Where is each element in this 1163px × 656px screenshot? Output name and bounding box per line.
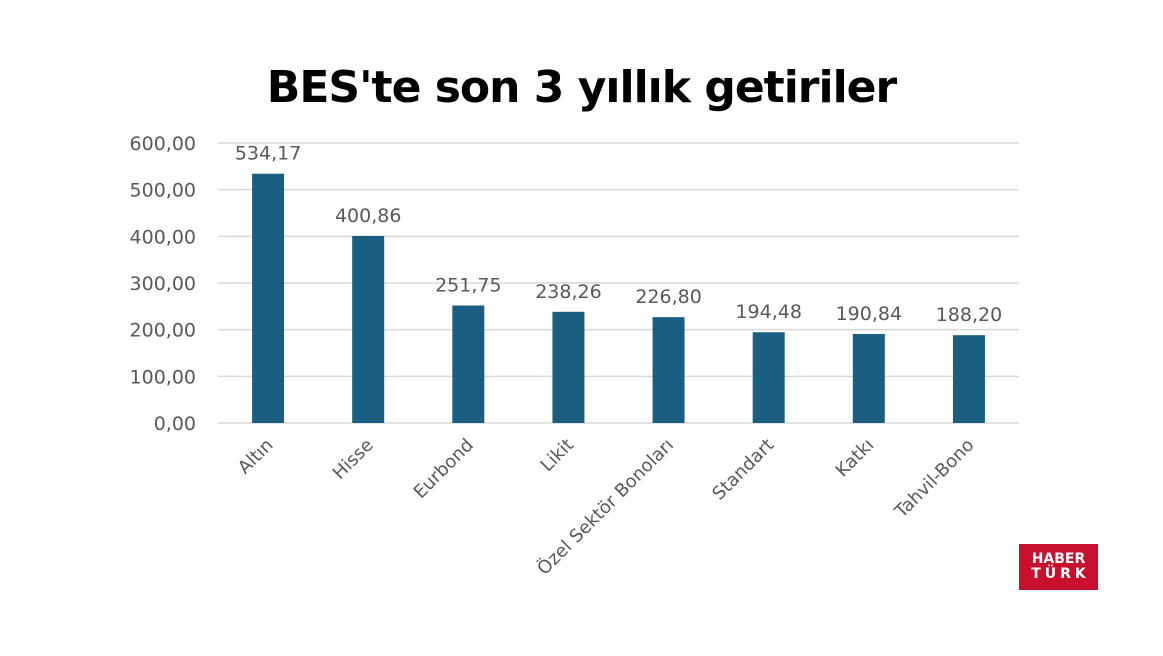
- x-tick-label: Standart: [708, 435, 778, 505]
- bar: [452, 305, 485, 423]
- data-label: 238,26: [535, 281, 601, 303]
- logo-line-1: HABER: [1031, 551, 1086, 567]
- bar: [852, 333, 885, 423]
- data-labels: 534,17 400,86 251,75 238,26 226,80 194,48 190,…: [235, 143, 1002, 326]
- data-label: 400,86: [335, 205, 401, 227]
- x-tick-label: Hisse: [329, 435, 378, 484]
- x-tick-label: Likit: [537, 435, 578, 476]
- data-label: 251,75: [435, 275, 501, 297]
- y-tick-label: 0,00: [154, 413, 196, 435]
- bar: [652, 317, 685, 423]
- chart-title: BES'te son 3 yıllık getiriler: [266, 62, 897, 113]
- x-tick-label: Eurbond: [410, 435, 478, 503]
- bars: [252, 173, 985, 423]
- bar: [552, 311, 585, 423]
- bar: [352, 235, 385, 423]
- bar: [252, 173, 285, 423]
- haberturk-logo: HABER TÜRK: [1019, 544, 1098, 590]
- y-tick-label: 200,00: [130, 320, 196, 342]
- data-label: 226,80: [635, 286, 701, 308]
- y-tick-label: 600,00: [130, 133, 196, 155]
- x-tick-label: Altın: [234, 435, 278, 479]
- y-tick-label: 100,00: [130, 366, 196, 388]
- y-axis-ticks: 0,00 100,00 200,00 300,00 400,00 500,00 600,00: [130, 133, 196, 435]
- grid-layer: [218, 142, 1019, 424]
- data-label: 534,17: [235, 143, 301, 165]
- bar: [952, 335, 985, 423]
- bar: [752, 332, 785, 423]
- x-tick-label: Tahvil-Bono: [890, 435, 978, 523]
- y-tick-label: 400,00: [130, 226, 196, 248]
- logo-line-2: TÜRK: [1031, 566, 1090, 582]
- data-label: 188,20: [936, 304, 1002, 326]
- x-tick-label: Katkı: [832, 435, 879, 482]
- y-tick-label: 300,00: [130, 273, 196, 295]
- y-tick-label: 500,00: [130, 180, 196, 202]
- data-label: 194,48: [735, 301, 801, 323]
- data-label: 190,84: [836, 303, 902, 325]
